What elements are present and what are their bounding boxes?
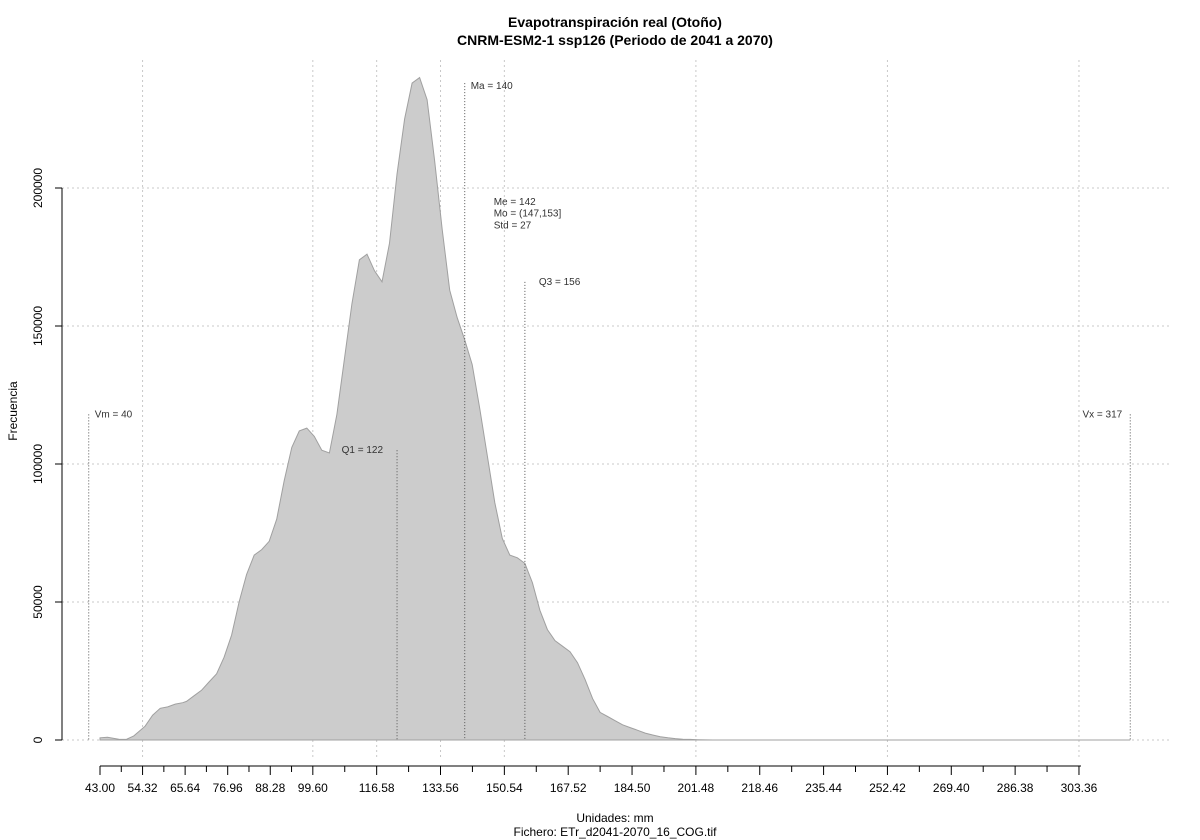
x-tick-label: 150.54 bbox=[486, 781, 523, 795]
density-area bbox=[99, 76, 1131, 741]
x-tick-label: 252.42 bbox=[869, 781, 906, 795]
x-tick-label: 43.00 bbox=[85, 781, 115, 795]
me-label: Me = 142 bbox=[494, 197, 536, 208]
x-tick-label: 65.64 bbox=[170, 781, 200, 795]
vx-label: Vx = 317 bbox=[1082, 409, 1122, 420]
x-tick-label: 116.58 bbox=[359, 781, 395, 795]
x-tick-label: 269.40 bbox=[933, 781, 970, 795]
x-axis-label: Unidades: mm bbox=[576, 811, 654, 825]
ma-label: Ma = 140 bbox=[471, 81, 513, 92]
chart-title: Evapotranspiración real (Otoño) bbox=[508, 14, 722, 30]
x-tick-label: 76.96 bbox=[213, 781, 243, 795]
mo-label: Mo = (147,153] bbox=[494, 209, 562, 220]
x-tick-label: 88.28 bbox=[255, 781, 285, 795]
x-tick-label: 99.60 bbox=[298, 781, 328, 795]
x-tick-label: 167.52 bbox=[550, 781, 587, 795]
x-tick-label: 54.32 bbox=[128, 781, 158, 795]
chart-subtitle: CNRM-ESM2-1 ssp126 (Periodo de 2041 a 20… bbox=[457, 32, 773, 48]
q1-label: Q1 = 122 bbox=[342, 445, 384, 456]
x-tick-label: 218.46 bbox=[741, 781, 778, 795]
x-tick-label: 303.36 bbox=[1061, 781, 1098, 795]
y-tick-label: 100000 bbox=[31, 444, 45, 484]
x-tick-label: 201.48 bbox=[678, 781, 715, 795]
y-tick-label: 150000 bbox=[31, 306, 45, 346]
y-tick-label: 50000 bbox=[31, 585, 45, 619]
x-tick-label: 184.50 bbox=[614, 781, 651, 795]
x-tick-label: 133.56 bbox=[422, 781, 459, 795]
y-tick-label: 200000 bbox=[31, 168, 45, 208]
std-label: Std = 27 bbox=[494, 220, 532, 231]
q3-label: Q3 = 156 bbox=[539, 277, 581, 288]
file-name-label: Fichero: ETr_d2041-2070_16_COG.tif bbox=[513, 825, 717, 839]
vm-label: Vm = 40 bbox=[95, 409, 133, 420]
x-tick-label: 286.38 bbox=[997, 781, 1034, 795]
x-tick-label: 235.44 bbox=[805, 781, 842, 795]
y-tick-label: 0 bbox=[31, 736, 45, 743]
